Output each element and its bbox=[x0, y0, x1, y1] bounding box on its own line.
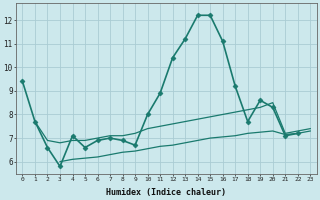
X-axis label: Humidex (Indice chaleur): Humidex (Indice chaleur) bbox=[106, 188, 226, 197]
